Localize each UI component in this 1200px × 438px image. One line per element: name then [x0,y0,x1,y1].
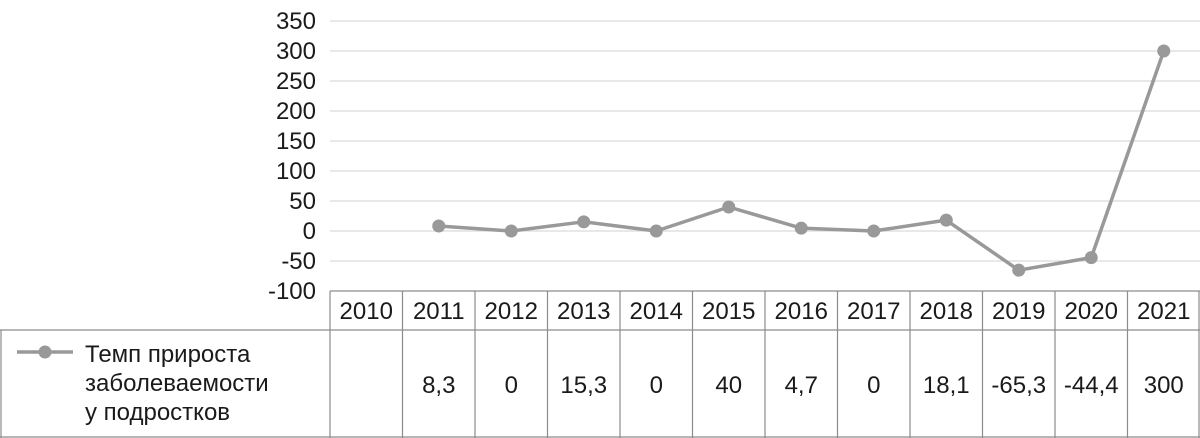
x-category-label: 2017 [847,298,900,325]
data-point [794,221,808,235]
data-table-value: 8,3 [422,372,455,399]
x-category-label: 2019 [992,298,1045,325]
data-point [1157,44,1171,58]
data-point [722,200,736,214]
data-table-value: 0 [650,372,663,399]
data-point [577,215,591,229]
x-category-label: 2021 [1137,298,1190,325]
data-table-value: -65,3 [991,372,1046,399]
x-category-label: 2014 [630,298,683,325]
series-polyline [438,50,1166,272]
legend-label-line: у подростков [85,399,230,426]
x-category-label: 2013 [557,298,610,325]
y-tick-label: 50 [289,188,316,215]
x-category-label: 2018 [920,298,973,325]
y-tick-label: 300 [276,38,316,65]
y-tick-label: 350 [276,8,316,35]
legend-label-line: Темп прироста [85,341,251,368]
legend-label: Темп прироста заболеваемости у подростков [85,341,269,426]
data-table-value: 0 [505,372,518,399]
gridlines [330,20,1200,262]
data-table-value: 40 [715,372,742,399]
x-category-label: 2020 [1065,298,1118,325]
data-point [1012,263,1026,277]
y-tick-label: 250 [276,68,316,95]
y-tick-label: -100 [268,278,316,305]
data-table-value: 4,7 [785,372,818,399]
data-table-value: 15,3 [560,372,607,399]
y-axis-tick-labels: 350 300 250 200 150 100 50 0 -50 -100 [268,8,316,305]
legend: Темп прироста заболеваемости у подростков [17,341,269,426]
data-table-value: -44,4 [1064,372,1119,399]
data-table-value: 0 [867,372,880,399]
data-table-value: 18,1 [923,372,970,399]
x-category-label: 2015 [702,298,755,325]
data-point [504,224,518,238]
data-point [432,219,446,233]
x-category-label: 2011 [413,298,465,325]
data-point [939,213,953,227]
data-point [1084,251,1098,265]
data-table-value: 300 [1144,372,1184,399]
data-point [649,224,663,238]
y-tick-label: 100 [276,158,316,185]
x-category-label: 2012 [485,298,538,325]
legend-label-line: заболеваемости [85,370,269,397]
y-tick-label: -50 [281,248,316,275]
y-tick-label: 150 [276,128,316,155]
data-point [867,224,881,238]
legend-marker-icon [38,345,52,359]
y-tick-label: 200 [276,98,316,125]
y-tick-label: 0 [303,218,316,245]
x-category-label: 2010 [340,298,393,325]
series-line [432,44,1171,277]
x-category-label: 2016 [775,298,828,325]
data-table: 2010 2011 8,3 2012 0 2013 15,3 2014 0 2015 40 2016 4… [0,290,1200,438]
